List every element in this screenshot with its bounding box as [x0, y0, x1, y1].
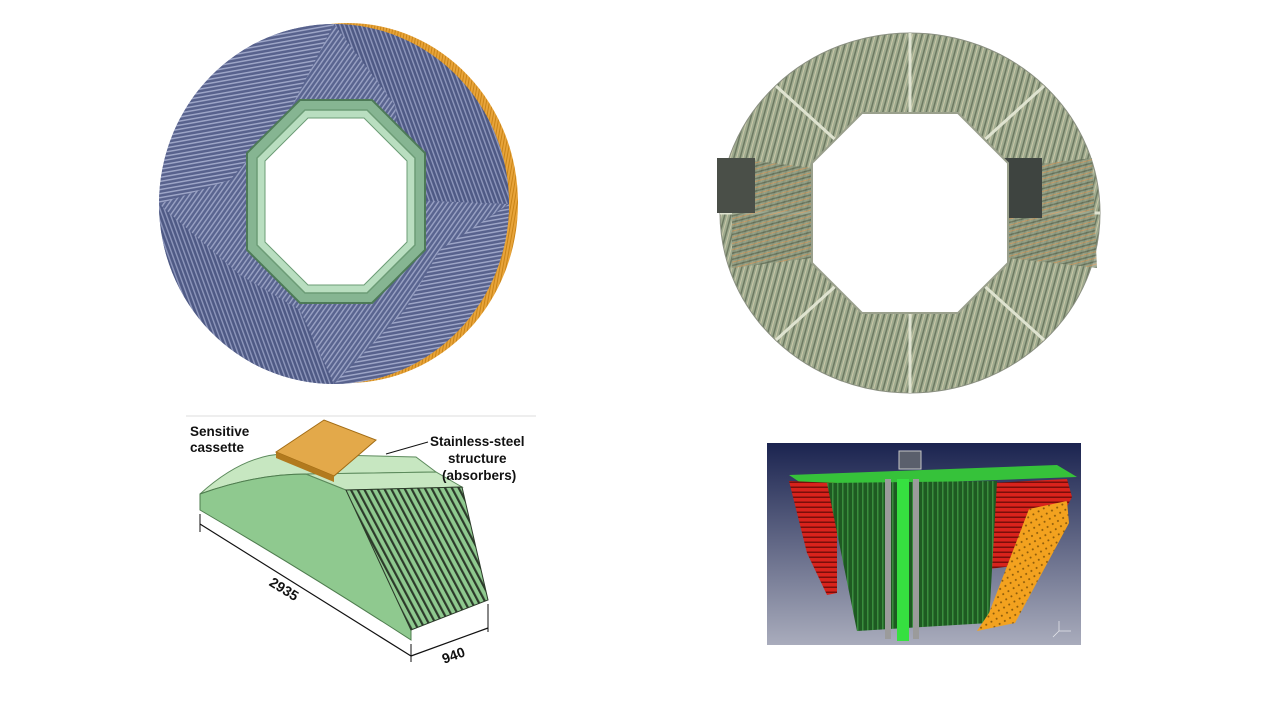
render-orange-plate [977, 501, 1069, 631]
render-top-slab [789, 465, 1077, 487]
label-steel-line3: (absorbers) [442, 468, 516, 483]
render-red-left [789, 481, 837, 595]
width-dimension-label: 940 [440, 644, 468, 667]
ring-dark-module [717, 158, 755, 213]
wedge-striped-face [345, 486, 489, 631]
ring-bore [811, 112, 1009, 314]
axis-gizmo-icon [1052, 621, 1071, 638]
wedge-render-drawing [767, 443, 1081, 645]
disc-calorimeter-image [150, 20, 530, 395]
length-dimension-line [199, 523, 412, 657]
wedge-module-drawing: Sensitive cassette Stainless-steel struc… [186, 415, 536, 667]
modular-ring-drawing [717, 32, 1101, 394]
disc-sector [334, 204, 509, 384]
sensitive-cassette-shape [274, 419, 377, 477]
length-dimension-label: 2935 [267, 574, 302, 604]
render-central-column-edge [913, 479, 919, 639]
label-sensitive-line1: Sensitive [190, 424, 250, 439]
label-steel-line2: structure [448, 451, 507, 466]
render-green-body [827, 481, 997, 631]
label-sensitive-line2: cassette [190, 440, 245, 455]
octagon-bore [264, 117, 408, 286]
wedge-curved-face [199, 473, 412, 641]
disc-sector [334, 24, 509, 204]
disc-sector [159, 204, 334, 384]
label-steel-line1: Stainless-steel [430, 434, 525, 449]
wedge-module-diagram: Sensitive cassette Stainless-steel struc… [186, 412, 546, 674]
render-top-chip [898, 450, 922, 470]
disc-calorimeter-drawing [159, 23, 518, 384]
wedge-render-image [767, 443, 1081, 645]
render-central-column [897, 479, 909, 641]
steel-leader-line [385, 441, 429, 455]
width-dimension-line [410, 627, 489, 657]
sensitive-cassette-edge [276, 452, 334, 482]
render-central-column-edge [885, 479, 891, 639]
modular-ring-image [712, 28, 1108, 398]
disc-sector [159, 24, 334, 204]
